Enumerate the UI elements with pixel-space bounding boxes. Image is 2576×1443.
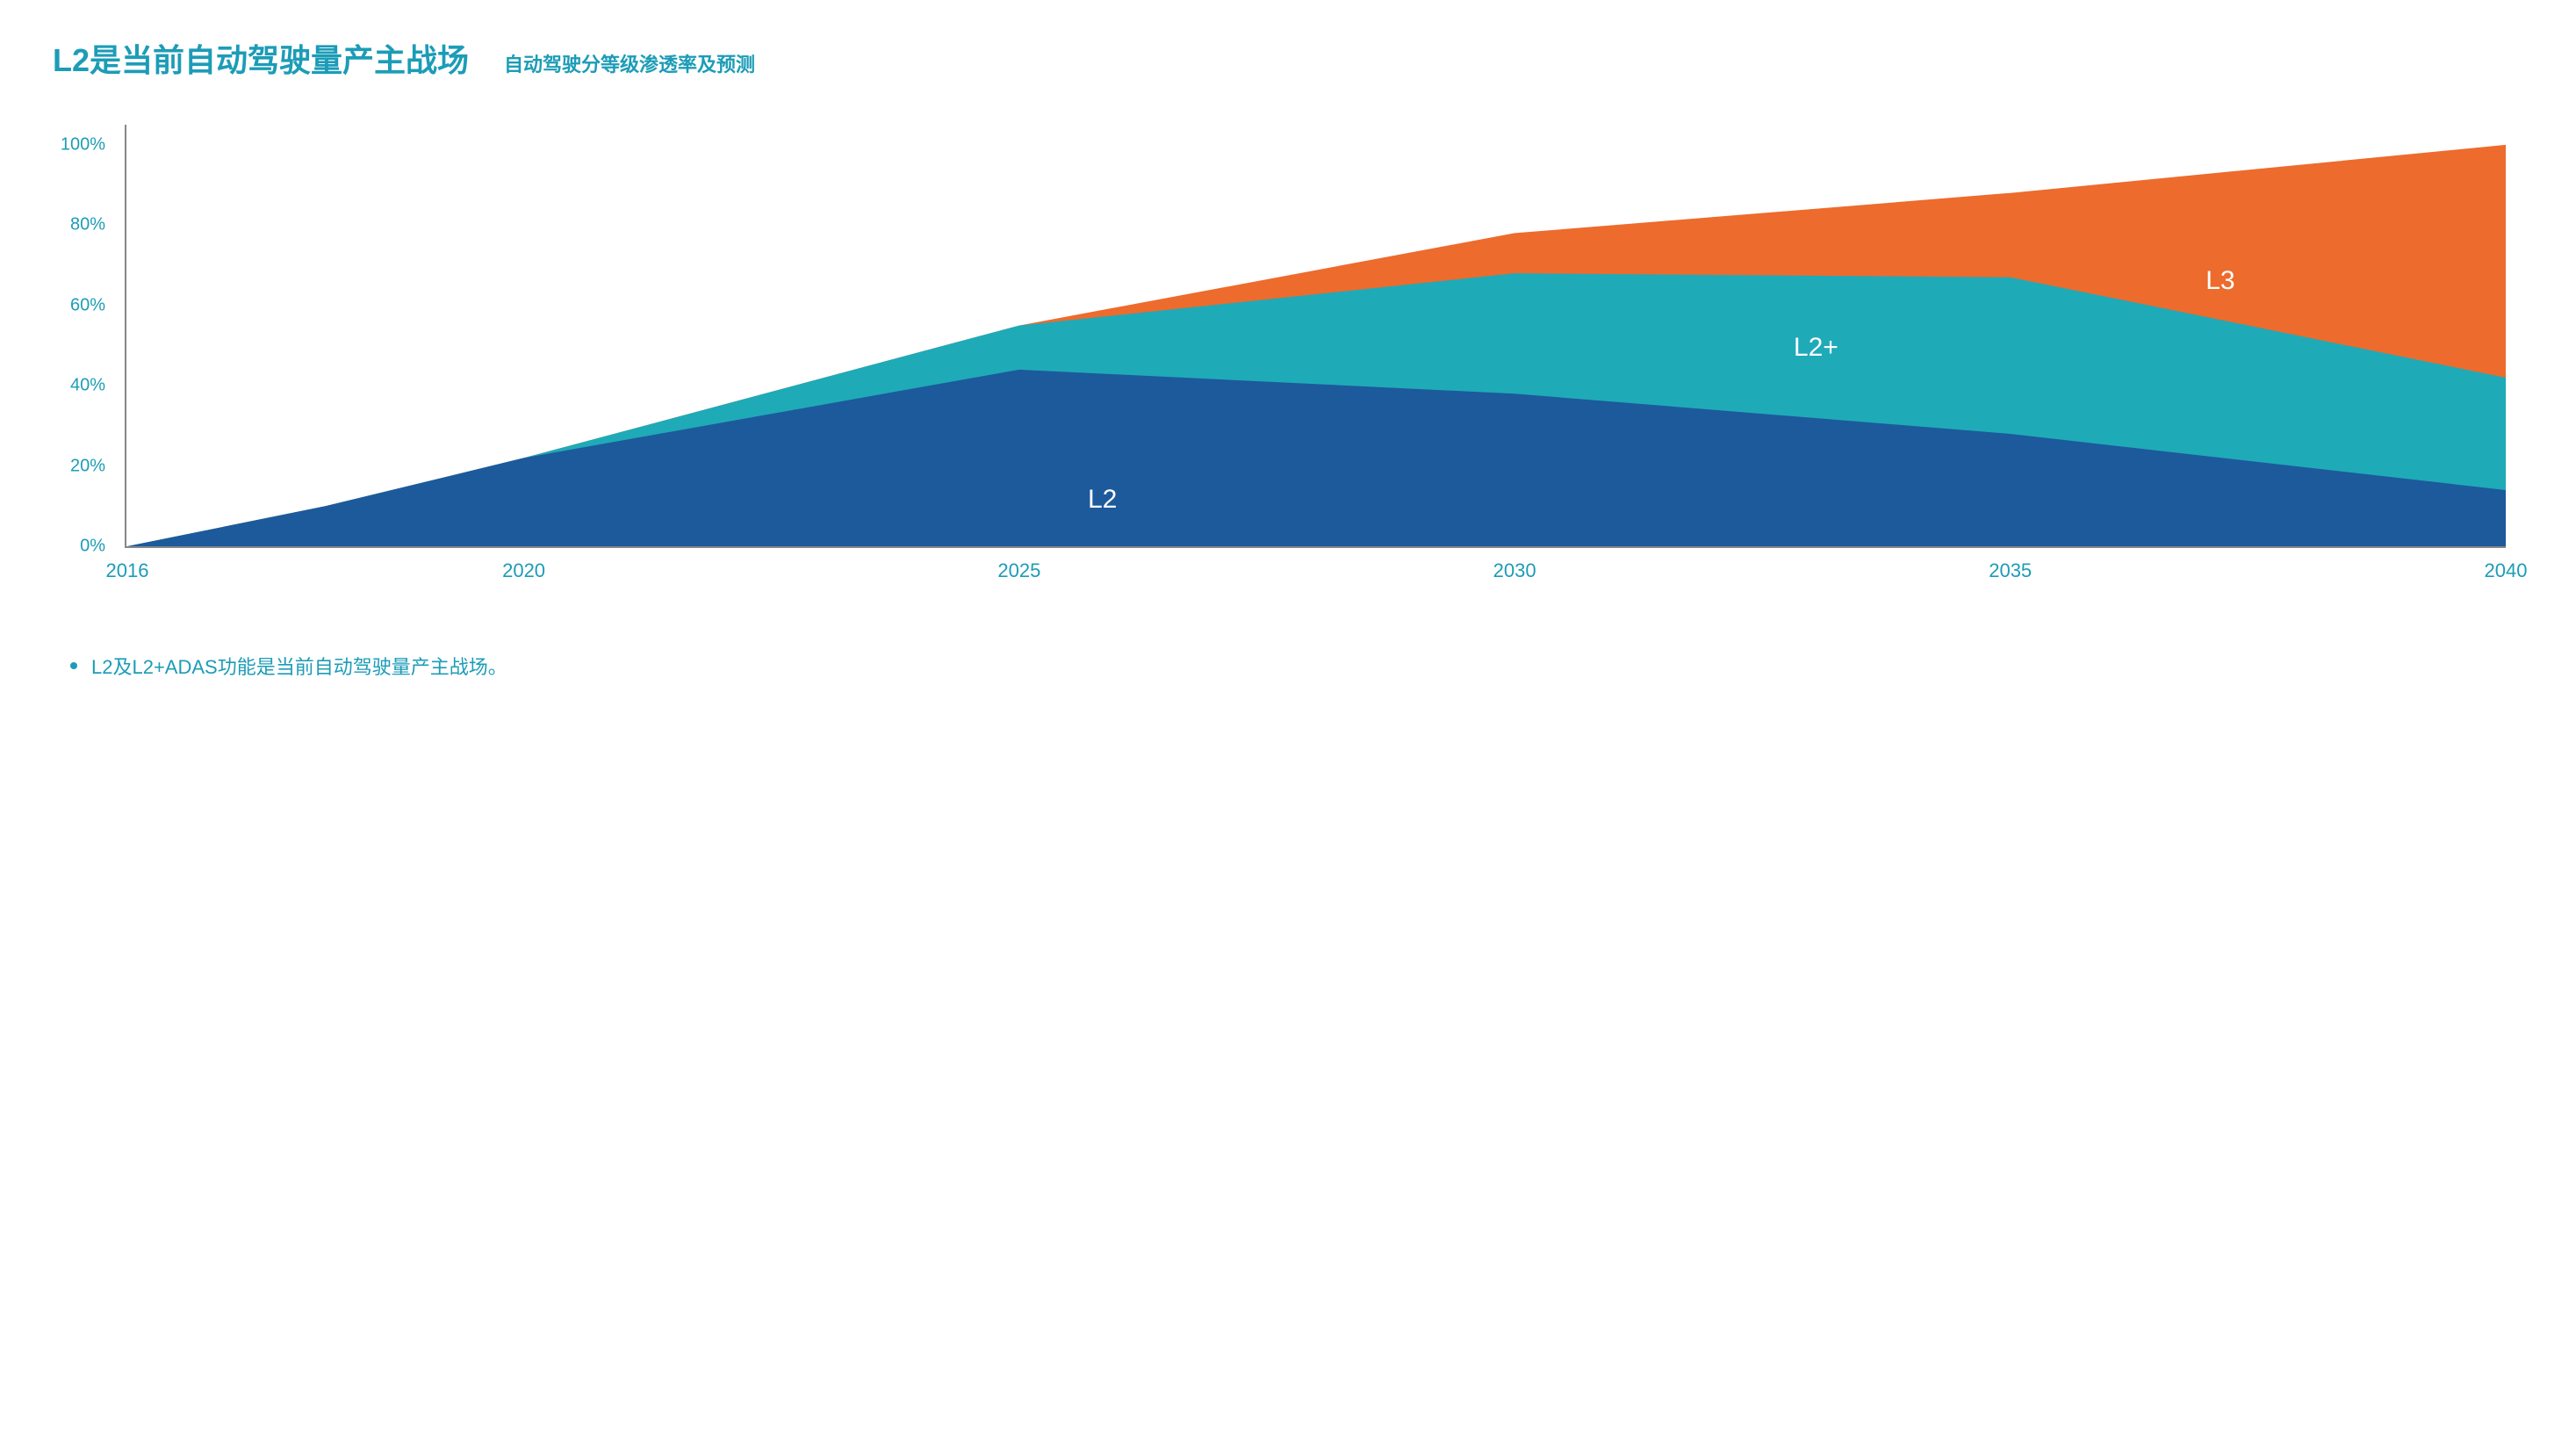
y-tick-label: 100% [61,134,105,155]
x-tick-label: 2025 [997,559,1040,582]
y-tick-label: 40% [70,376,105,396]
y-tick-label: 20% [70,456,105,476]
x-axis: 201620202025203020352040 [127,559,2506,595]
x-tick-label: 2035 [1989,559,2032,582]
area-chart: 0% 20% 40% 60% 80% 100% L2L2+L3 2016 2020 2025 2… [53,125,2523,617]
bullet-dot-icon [70,662,77,669]
page-title: L2是当前自动驾驶量产主战场 [53,35,469,81]
y-tick-label: 60% [70,295,105,315]
y-axis-line [125,125,126,548]
x-axis-line [125,546,2506,548]
x-tick-label: 2020 [502,559,545,582]
page-subtitle: 自动驾驶分等级渗透率及预测 [504,49,755,77]
bullet-text: L2及L2+ADAS功能是当前自动驾驶量产主战场。 [91,652,507,680]
y-axis: 0%20%40%60%80%100% [53,125,114,546]
bullet-item: L2及L2+ADAS功能是当前自动驾驶量产主战场。 [70,652,2523,680]
x-tick-label: 2016 [106,559,149,582]
plot-area: L2L2+L3 [127,125,2506,546]
y-tick-label: 80% [70,215,105,235]
x-tick-label: 2030 [1493,559,1536,582]
y-tick-label: 0% [80,537,105,557]
header: L2是当前自动驾驶量产主战场 自动驾驶分等级渗透率及预测 [53,35,2523,81]
bullet-section: L2及L2+ADAS功能是当前自动驾驶量产主战场。 [53,652,2523,680]
x-tick-label: 2040 [2485,559,2528,582]
chart-svg [127,125,2506,546]
